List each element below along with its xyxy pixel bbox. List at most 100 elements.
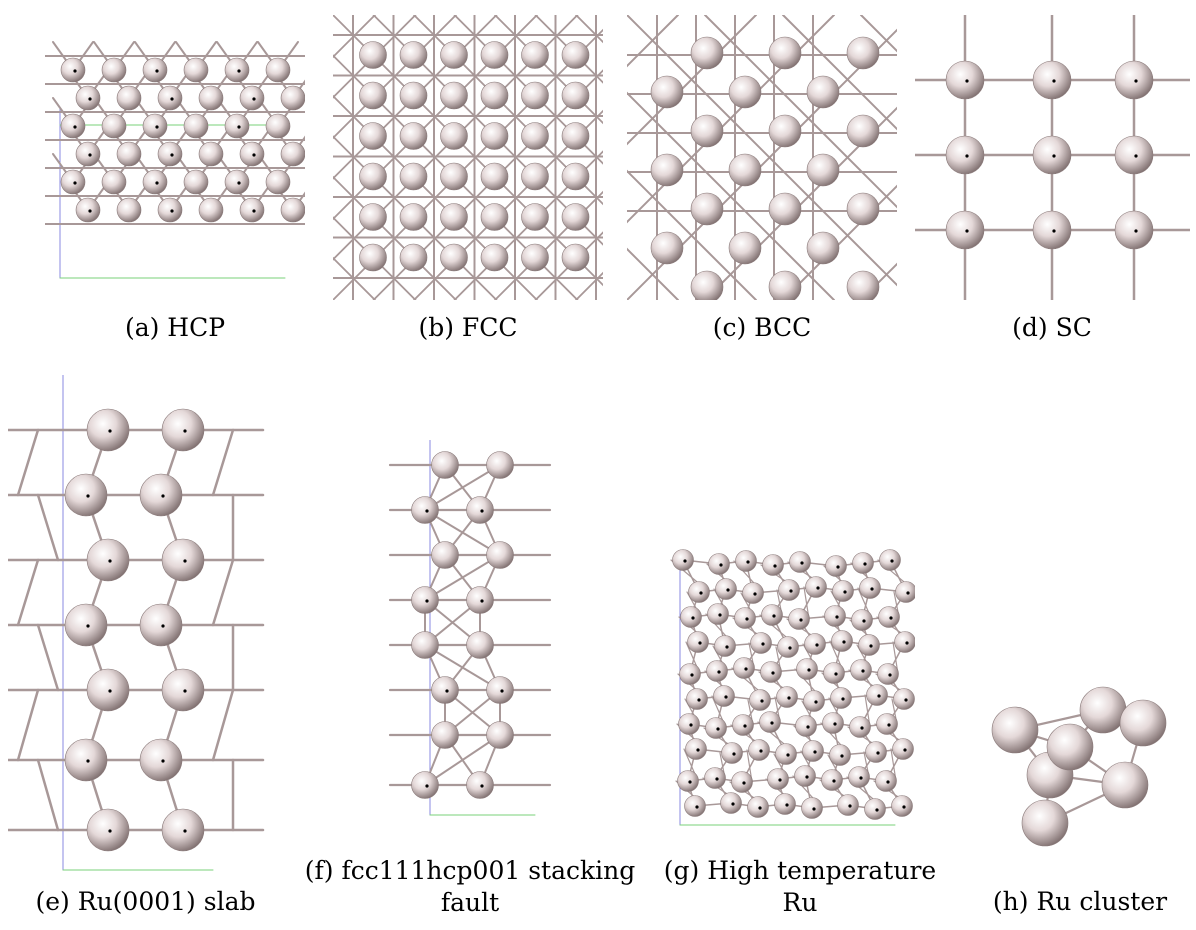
atom-center-marker [742,781,746,785]
atom-center-marker [445,689,449,693]
atom [678,713,700,735]
sc-structure [915,15,1190,300]
atom-center-marker [814,700,818,704]
atom [359,41,387,69]
atom-center-marker [237,69,241,73]
atom [161,408,205,452]
atom-center-marker [689,723,693,727]
atom [359,162,387,191]
atom-center-marker [835,615,839,619]
atom-center-marker [834,672,838,676]
atom [1032,135,1072,175]
atom [707,603,729,625]
atom-center-marker [183,429,187,433]
atom [161,538,205,582]
atom [893,688,915,710]
atom-center-marker [732,752,736,756]
atom-center-marker [698,641,702,645]
atom-center-marker [889,616,893,620]
atom [714,635,736,657]
atom [161,668,205,712]
atom [824,605,846,627]
atom [760,661,782,683]
atom [850,659,872,681]
atom-center-marker [965,79,969,83]
atom [687,631,709,653]
atom [486,721,514,749]
atom [280,141,305,167]
atom-center-marker [773,564,777,568]
atom-center-marker [500,689,504,693]
atom [735,550,757,572]
bond [782,15,897,131]
hcp-structure [45,41,305,279]
atom [440,203,468,231]
atom [789,551,811,573]
atom [431,451,459,479]
atom [774,793,796,815]
atom [849,716,871,738]
atom [280,85,305,111]
atom [1114,210,1154,250]
atom-center-marker [480,509,484,513]
atom-center-marker [731,802,735,806]
caption-slab: (e) Ru(0001) slab [8,886,283,918]
atom-center-marker [155,181,159,185]
atom-center-marker [73,69,77,73]
atom-center-marker [869,644,873,648]
atom [705,717,727,739]
atom [142,169,168,195]
atom [794,765,816,787]
atom [466,631,494,659]
atom [359,243,387,272]
atom [708,553,730,575]
bond [36,493,60,562]
atom [704,767,726,789]
atom [86,668,130,712]
atom [859,577,881,599]
atom [521,122,549,150]
atom-center-marker [800,561,804,565]
atom [198,141,224,167]
caption-fcc: (b) FCC [418,313,518,342]
atom-center-marker [859,776,863,780]
atom [86,408,130,452]
atom-center-marker [715,777,719,781]
atom [768,270,802,300]
atom [486,451,514,479]
atom [777,636,799,658]
atom [732,714,754,736]
caption-stacking-fault-line2: fault [440,888,500,917]
atom [877,663,899,685]
atom [688,581,710,603]
atom-center-marker [716,727,720,731]
atom [831,630,853,652]
atom [399,122,428,150]
atom [157,141,183,167]
atom [440,122,468,150]
bond [211,428,235,497]
atom [101,57,127,83]
atom [521,203,549,231]
high-temperature-structure [670,549,915,826]
atom [101,169,127,195]
bond [16,428,40,497]
atom [86,538,130,582]
atom-center-marker [237,125,241,129]
atom [865,741,887,763]
atom [60,113,86,139]
atom-center-marker [425,784,429,788]
atom [142,57,168,83]
atom [75,85,101,111]
atom-center-marker [161,494,165,498]
atom [690,36,724,70]
atom [804,633,826,655]
atom-center-marker [1134,79,1138,83]
atom [848,766,870,788]
atom-center-marker [860,726,864,730]
atom-center-marker [807,668,811,672]
atom-center-marker [877,694,881,698]
atom [864,798,886,820]
atom [399,81,428,110]
fcc-structure [333,15,603,300]
